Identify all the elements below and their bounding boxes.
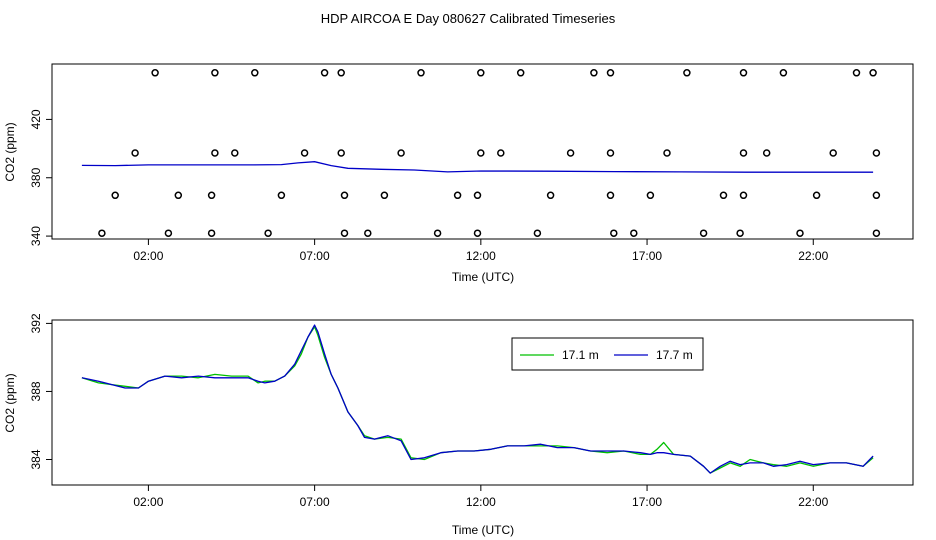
top-y-axis: 340 380 420: [29, 109, 52, 246]
bottom-series-line-1: [81, 324, 874, 474]
top-data-point: [869, 69, 877, 77]
top-data-point: [646, 191, 655, 200]
top-data-point: [251, 69, 259, 77]
top-data-point: [277, 191, 286, 200]
top-data-point: [211, 149, 219, 157]
top-data-point: [533, 229, 542, 237]
top-data-point: [174, 191, 183, 200]
top-x-axis: 02:00 07:00 12:00 17:00 22:00: [133, 239, 829, 263]
top-x-tick-label: 12:00: [466, 249, 496, 263]
figure-title: HDP AIRCOA E Day 080627 Calibrated Times…: [321, 11, 616, 26]
bottom-x-tick-label: 12:00: [466, 495, 496, 509]
bottom-x-tick-label: 17:00: [632, 495, 662, 509]
top-panel: 340 380 420 02:00 07:00 12:00 17:00 22:00 Time…: [3, 63, 914, 284]
top-data-point: [111, 191, 119, 200]
top-data-point: [606, 69, 615, 77]
top-points-layer: [98, 69, 881, 237]
top-data-point: [872, 191, 881, 200]
top-data-point: [739, 191, 748, 200]
top-x-axis-label: Time (UTC): [452, 270, 514, 284]
top-data-point: [566, 149, 575, 157]
top-plot-frame: [51, 63, 914, 240]
top-data-point: [397, 149, 405, 157]
bottom-plot-frame: [51, 319, 914, 486]
top-x-tick-label: 17:00: [632, 249, 662, 263]
top-data-point: [606, 191, 615, 200]
top-data-point: [340, 191, 349, 200]
top-data-point: [98, 229, 106, 237]
top-y-tick-label: 340: [29, 226, 43, 246]
top-data-point: [829, 149, 837, 157]
legend-label-17.7m: 17.7 m: [656, 348, 693, 362]
top-data-point: [546, 191, 555, 200]
bottom-y-tick-label: 392: [29, 313, 43, 333]
top-data-point: [453, 191, 462, 200]
bottom-y-axis-label: CO2 (ppm): [3, 373, 17, 432]
top-data-point: [417, 69, 425, 77]
top-data-point: [516, 69, 525, 77]
bottom-x-tick-label: 07:00: [300, 495, 330, 509]
bottom-x-axis-label: Time (UTC): [452, 523, 514, 537]
top-x-tick-label: 07:00: [300, 249, 330, 263]
top-co2-line: [81, 161, 874, 173]
top-data-point: [719, 191, 728, 200]
top-data-point: [852, 69, 861, 77]
bottom-x-tick-label: 02:00: [133, 495, 163, 509]
top-x-tick-label: 22:00: [798, 249, 828, 263]
top-data-point: [497, 149, 505, 157]
top-data-point: [477, 69, 485, 77]
top-data-point: [606, 149, 615, 157]
top-data-point: [683, 69, 691, 77]
top-data-point: [739, 149, 748, 157]
top-x-tick-label: 02:00: [133, 249, 163, 263]
top-data-point: [340, 229, 349, 237]
top-data-point: [872, 149, 881, 157]
bottom-x-axis: 02:00 07:00 12:00 17:00 22:00: [133, 485, 829, 509]
bottom-y-tick-label: 384: [29, 449, 43, 469]
top-data-point: [477, 149, 485, 157]
top-data-point: [337, 69, 345, 77]
top-data-point: [264, 229, 272, 237]
top-data-point: [663, 149, 671, 157]
top-data-point: [610, 229, 618, 237]
legend: 17.1 m 17.7 m: [511, 337, 704, 371]
top-series-line: [81, 161, 874, 173]
top-data-point: [211, 69, 219, 77]
top-data-point: [630, 229, 638, 237]
top-data-point: [337, 149, 345, 157]
top-data-point: [762, 149, 771, 157]
top-data-point: [699, 229, 708, 237]
bottom-y-tick-label: 388: [29, 381, 43, 401]
top-data-point: [590, 69, 598, 77]
top-data-point: [812, 191, 821, 200]
top-data-point: [164, 229, 173, 237]
legend-box: [511, 337, 704, 371]
top-data-point: [796, 229, 804, 237]
top-data-point: [207, 229, 216, 237]
top-data-point: [380, 191, 389, 200]
top-data-point: [779, 69, 788, 77]
top-data-point: [739, 69, 748, 77]
legend-label-17.1m: 17.1 m: [562, 348, 599, 362]
bottom-y-axis: 384 388 392: [29, 313, 52, 470]
top-data-point: [151, 69, 159, 77]
top-y-tick-label: 420: [29, 109, 43, 129]
top-data-point: [473, 229, 482, 237]
top-data-point: [736, 229, 744, 237]
bottom-panel: 384 388 392 02:00 07:00 12:00 17:00 22:00 Time…: [3, 313, 914, 537]
bottom-x-tick-label: 22:00: [798, 495, 828, 509]
top-data-point: [207, 191, 216, 200]
top-y-axis-label: CO2 (ppm): [3, 122, 17, 181]
top-y-tick-label: 380: [29, 167, 43, 187]
top-data-point: [231, 149, 239, 157]
top-data-point: [872, 229, 881, 237]
top-data-point: [364, 229, 372, 237]
top-data-point: [433, 229, 442, 237]
top-data-point: [320, 69, 329, 77]
bottom-series-layer: [81, 324, 874, 474]
top-data-point: [473, 191, 482, 200]
top-data-point: [300, 149, 309, 157]
top-data-point: [131, 149, 139, 157]
